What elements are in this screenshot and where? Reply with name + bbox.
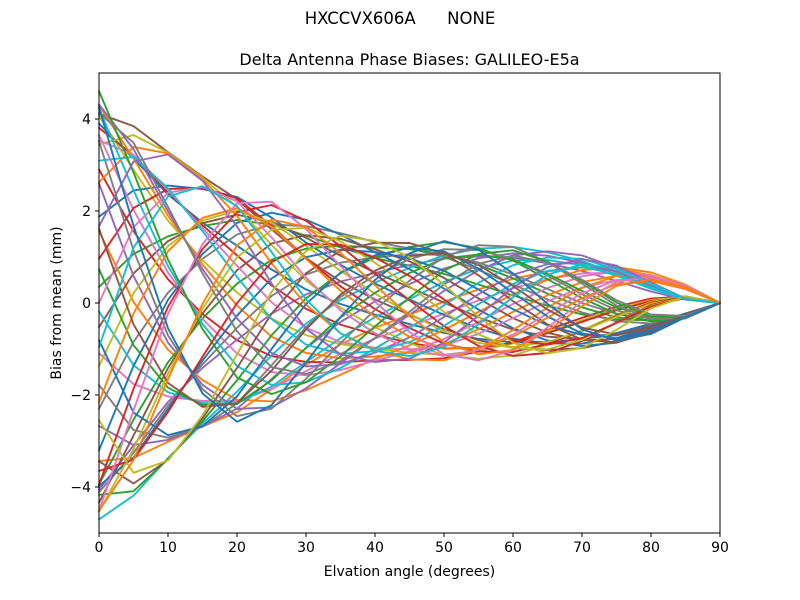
x-tick-label: 60 — [504, 540, 522, 556]
x-tick-label: 0 — [95, 540, 104, 556]
y-tick-label: −2 — [70, 388, 91, 404]
series-line — [98, 140, 721, 418]
series-line — [98, 200, 721, 512]
x-tick-label: 40 — [366, 540, 384, 556]
figure-suptitle: HXCCVX606A NONE — [304, 9, 496, 28]
x-tick-label: 80 — [642, 540, 660, 556]
series-line — [98, 112, 721, 376]
x-axis-label: Elvation angle (degrees) — [323, 564, 496, 580]
x-tick-label: 50 — [435, 540, 453, 556]
series-line — [98, 90, 721, 396]
series-line — [98, 253, 721, 407]
series-line — [98, 218, 721, 512]
series-line — [98, 106, 721, 423]
x-tick-label: 90 — [711, 540, 729, 556]
y-axis-label: Bias from mean (mm) — [49, 226, 65, 380]
series-line — [98, 185, 721, 357]
series-line — [98, 241, 721, 485]
y-tick-label: 2 — [82, 204, 91, 220]
x-tick-label: 20 — [228, 540, 246, 556]
y-tick-label: 0 — [82, 296, 91, 312]
x-tick-label: 30 — [297, 540, 315, 556]
series-line — [98, 155, 721, 355]
axis-ticks — [95, 118, 721, 537]
chart-title: Delta Antenna Phase Biases: GALILEO-E5a — [239, 50, 580, 69]
y-tick-label: 4 — [82, 112, 91, 128]
y-tick-label: −4 — [70, 480, 91, 496]
series-line — [98, 227, 721, 408]
x-tick-label: 70 — [573, 540, 591, 556]
x-tick-label: 10 — [159, 540, 177, 556]
series-line — [98, 153, 721, 363]
series-line — [98, 209, 721, 368]
series-line — [98, 207, 721, 404]
series-line — [98, 243, 721, 472]
series-line — [98, 234, 721, 474]
series-lines — [98, 90, 721, 521]
series-line — [98, 246, 721, 437]
axis-tick-labels: 0 10 20 30 40 50 60 70 80 90 −4 −2 0 2 4 — [70, 112, 729, 556]
